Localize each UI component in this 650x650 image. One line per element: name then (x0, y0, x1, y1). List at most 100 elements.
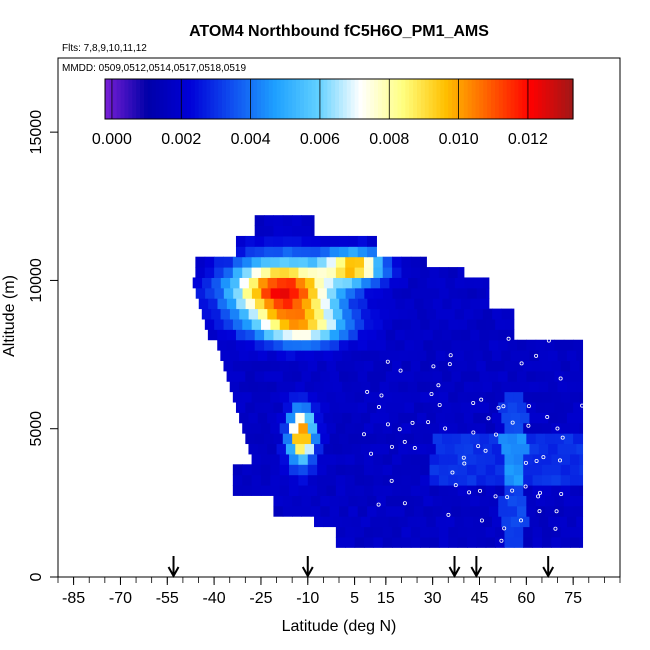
heatmap-cell (557, 381, 568, 393)
heatmap-cell (395, 329, 406, 341)
heatmap-cell (273, 402, 284, 413)
heatmap-cell (516, 495, 527, 507)
heatmap-cell (413, 433, 424, 445)
heatmap-cell (198, 298, 209, 310)
heatmap-cell (491, 381, 502, 393)
heatmap-cell (520, 412, 530, 424)
flight-arrow-head (470, 566, 483, 579)
heatmap-cell (307, 318, 318, 330)
heatmap-cell (548, 516, 559, 528)
heatmap-cell (423, 505, 434, 517)
heatmap-cell (310, 215, 315, 227)
heatmap-cell (270, 287, 281, 299)
heatmap-cell (448, 474, 459, 486)
heatmap-cell (492, 308, 503, 320)
heatmap-cell (398, 308, 409, 320)
data-point (397, 427, 402, 432)
x-axis-label: Latitude (deg N) (282, 618, 397, 635)
heatmap-cell (354, 391, 365, 403)
heatmap-cell (276, 350, 287, 362)
heatmap-cell (389, 308, 399, 320)
heatmap-cell (242, 287, 253, 299)
colorbar-segment (136, 79, 141, 119)
colorbar-tick-label: 0.004 (231, 131, 271, 148)
heatmap-cell (295, 350, 306, 362)
heatmap-cell (251, 267, 262, 278)
heatmap-cell (432, 505, 443, 517)
heatmap-cell (270, 464, 281, 476)
y-tick-label: 0 (28, 572, 45, 581)
heatmap-cell (298, 256, 309, 268)
heatmap-cell (314, 516, 324, 528)
heatmap-cell (385, 402, 396, 413)
heatmap-cell (523, 485, 534, 496)
heatmap-cell (363, 267, 374, 278)
heatmap-cell (560, 526, 571, 538)
heatmap-cell (242, 318, 253, 330)
heatmap-cell (273, 225, 284, 237)
heatmap-cell (332, 443, 343, 455)
heatmap-cell (304, 308, 315, 320)
colorbar-segment (569, 79, 574, 119)
heatmap-cell (345, 536, 356, 548)
heatmap-cell (370, 443, 381, 455)
heatmap-cell (283, 298, 293, 310)
heatmap-cell (354, 474, 365, 486)
heatmap-cell (460, 433, 471, 445)
data-points (361, 336, 585, 543)
heatmap-cell (495, 453, 505, 465)
colorbar-segment (459, 79, 465, 119)
heatmap-cell (445, 412, 456, 424)
heatmap-cell (551, 526, 562, 538)
heatmap-cell (457, 267, 465, 278)
heatmap-cell (538, 412, 549, 424)
data-point (385, 422, 390, 427)
heatmap-cell (276, 412, 287, 424)
heatmap-cell (435, 412, 446, 424)
heatmap-cell (345, 256, 356, 268)
data-point (493, 432, 498, 437)
heatmap-cell (442, 339, 452, 351)
heatmap-cell (254, 246, 265, 258)
heatmap-cell (301, 402, 312, 413)
heatmap-cell (420, 318, 431, 330)
heatmap-cell (579, 453, 584, 465)
heatmap-cell (357, 495, 368, 507)
heatmap-cell (385, 495, 396, 507)
y-tick-label: 5000 (28, 411, 45, 447)
heatmap-cell (426, 516, 437, 528)
heatmap-cell (214, 256, 224, 268)
colorbar-segment (498, 79, 504, 119)
colorbar-segment (108, 79, 114, 119)
data-point (479, 518, 484, 523)
heatmap-cell (235, 370, 246, 382)
heatmap-cell (382, 422, 393, 434)
heatmap-cell (541, 453, 552, 465)
heatmap-cell (273, 215, 284, 227)
heatmap-cell (323, 412, 334, 424)
heatmap-cell (410, 536, 421, 548)
colorbar-segment (335, 79, 340, 119)
heatmap-cell (532, 391, 543, 403)
heatmap-cell (348, 402, 359, 413)
heatmap-cell (432, 495, 443, 507)
heatmap-cell (438, 391, 449, 403)
colorbar-segment (405, 79, 410, 119)
heatmap-cell (317, 453, 328, 465)
heatmap-cell (470, 329, 480, 341)
colorbar-segment (342, 79, 348, 119)
heatmap-cell (304, 412, 315, 424)
heatmap-cell (251, 422, 262, 434)
heatmap-cell (470, 433, 480, 445)
heatmap-cell (323, 350, 334, 362)
heatmap-cell (342, 350, 352, 362)
heatmap-cell (310, 433, 321, 445)
heatmap-cell (292, 235, 303, 247)
heatmap-cell (332, 516, 343, 528)
heatmap-cell (282, 339, 293, 351)
heatmap-cell (442, 433, 452, 445)
heatmap-cell (320, 505, 331, 517)
heatmap-cell (282, 235, 293, 247)
heatmap-cell (273, 298, 284, 310)
heatmap-cell (410, 453, 421, 465)
